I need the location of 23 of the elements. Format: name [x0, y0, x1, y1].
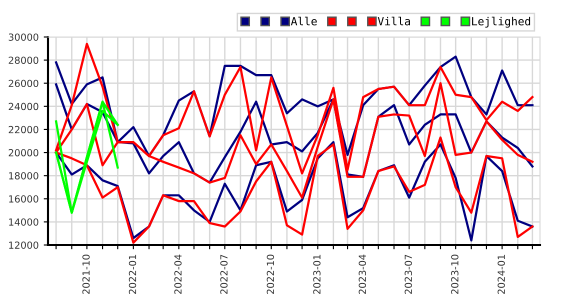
y-tick-label: 26000: [8, 80, 38, 88]
x-tick-label: 2023-07: [404, 254, 412, 294]
legend-label: Villa: [378, 16, 410, 26]
y-tick-label: 30000: [8, 33, 38, 41]
x-tick-label: 2023-04: [358, 254, 366, 294]
x-tick-label: 2022-07: [220, 254, 228, 294]
x-tick-label: 2022-10: [266, 254, 274, 294]
y-tick-label: 22000: [8, 126, 38, 134]
x-tick-label: 2023-01: [313, 254, 321, 294]
y-tick-label: 14000: [9, 218, 38, 226]
x-tick-label: 2022-04: [174, 254, 182, 294]
legend-label: Alle: [290, 16, 317, 26]
y-tick-label: 20000: [8, 149, 38, 156]
y-tick-label: 12000: [9, 241, 38, 249]
x-tick-label: 2022-01: [128, 254, 136, 294]
y-tick-label: 18000: [9, 172, 38, 180]
legend-label: Lejlighed: [472, 16, 530, 28]
x-tick-label: 2023-10: [451, 254, 458, 294]
x-tick-label: 2021-10: [82, 254, 90, 294]
y-tick-label: 16000: [9, 195, 38, 203]
y-tick-label: 28000: [8, 56, 38, 64]
x-tick-label: 2024-01: [498, 254, 505, 294]
y-tick-label: 24000: [8, 102, 38, 110]
